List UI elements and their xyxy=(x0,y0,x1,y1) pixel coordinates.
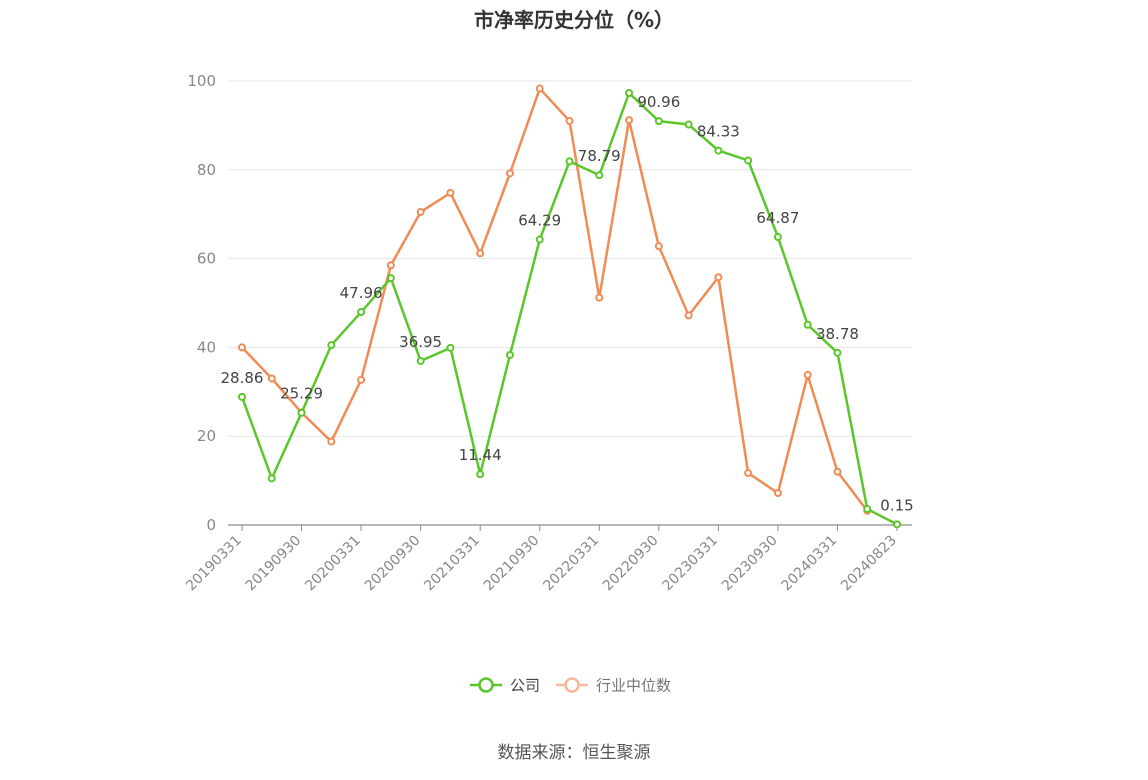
data-point xyxy=(416,207,425,216)
data-point xyxy=(446,188,455,197)
data-point xyxy=(565,157,574,166)
x-tick-label: 20240823 xyxy=(838,533,900,595)
data-point xyxy=(654,117,663,126)
data-label: 28.86 xyxy=(221,369,264,387)
data-point xyxy=(893,520,901,529)
data-label: 84.33 xyxy=(697,123,740,141)
data-point xyxy=(476,249,485,258)
data-label: 36.95 xyxy=(399,333,442,351)
data-label: 38.78 xyxy=(816,325,859,343)
data-point xyxy=(863,505,872,514)
data-point xyxy=(773,489,782,498)
chart-title: 市净率历史分位（%） xyxy=(473,8,675,32)
x-tick-label: 20240331 xyxy=(779,533,841,595)
data-point xyxy=(833,467,842,476)
data-label: 47.96 xyxy=(340,284,383,302)
data-point xyxy=(595,293,604,302)
y-tick-label: 80 xyxy=(197,161,216,179)
data-point xyxy=(565,116,574,125)
y-tick-label: 40 xyxy=(197,338,216,356)
data-point xyxy=(386,261,395,270)
data-point xyxy=(535,235,544,244)
data-label: 25.29 xyxy=(280,385,323,403)
data-label: 64.29 xyxy=(518,212,561,230)
data-point xyxy=(625,116,634,125)
data-point xyxy=(714,273,723,282)
y-tick-label: 100 xyxy=(187,72,216,90)
x-tick-label: 20210331 xyxy=(421,533,483,595)
data-label: 64.87 xyxy=(756,209,799,227)
series-line-1 xyxy=(241,87,869,512)
x-tick-label: 20200331 xyxy=(302,533,364,595)
data-point xyxy=(327,437,336,446)
data-label: 0.15 xyxy=(880,496,913,514)
x-tick-label: 20190930 xyxy=(243,533,305,595)
data-point xyxy=(684,120,693,129)
data-point xyxy=(773,232,782,241)
data-point xyxy=(744,156,753,165)
data-point xyxy=(357,375,366,384)
y-tick-label: 0 xyxy=(206,516,216,534)
data-point xyxy=(625,88,634,97)
data-point xyxy=(446,343,455,352)
x-tick-label: 20220930 xyxy=(600,533,662,595)
data-label: 90.96 xyxy=(637,93,680,111)
data-point xyxy=(803,370,812,379)
data-point xyxy=(684,311,693,320)
data-point xyxy=(238,343,246,352)
data-point xyxy=(267,474,276,483)
data-point xyxy=(267,374,276,383)
data-point xyxy=(714,146,723,155)
data-point xyxy=(654,242,663,251)
data-point xyxy=(505,169,514,178)
data-point xyxy=(595,171,604,180)
data-point xyxy=(357,308,366,317)
data-point xyxy=(744,469,753,478)
data-point xyxy=(803,320,812,329)
y-tick-label: 20 xyxy=(197,427,216,445)
data-point xyxy=(416,356,425,365)
x-tick-label: 20230930 xyxy=(719,533,781,595)
data-point xyxy=(505,350,514,359)
legend-marker-1 xyxy=(564,677,580,693)
data-point xyxy=(833,348,842,357)
legend-label-0: 公司 xyxy=(510,677,540,695)
data-point xyxy=(238,392,246,401)
legend-marker-0 xyxy=(478,677,494,693)
data-label: 78.79 xyxy=(578,147,621,165)
data-point xyxy=(476,470,485,479)
x-tick-label: 20190331 xyxy=(183,533,245,595)
data-point xyxy=(297,408,306,417)
data-point xyxy=(327,341,336,350)
data-point xyxy=(535,84,544,93)
source-text: 数据来源：恒生聚源 xyxy=(497,743,651,763)
legend-label-1: 行业中位数 xyxy=(596,677,671,695)
data-label: 11.44 xyxy=(459,446,502,464)
x-tick-label: 20220331 xyxy=(540,533,602,595)
x-tick-label: 20230331 xyxy=(659,533,721,595)
x-tick-label: 20200930 xyxy=(362,533,424,595)
data-point xyxy=(386,274,395,283)
x-tick-label: 20210930 xyxy=(481,533,543,595)
y-tick-label: 60 xyxy=(197,250,216,268)
